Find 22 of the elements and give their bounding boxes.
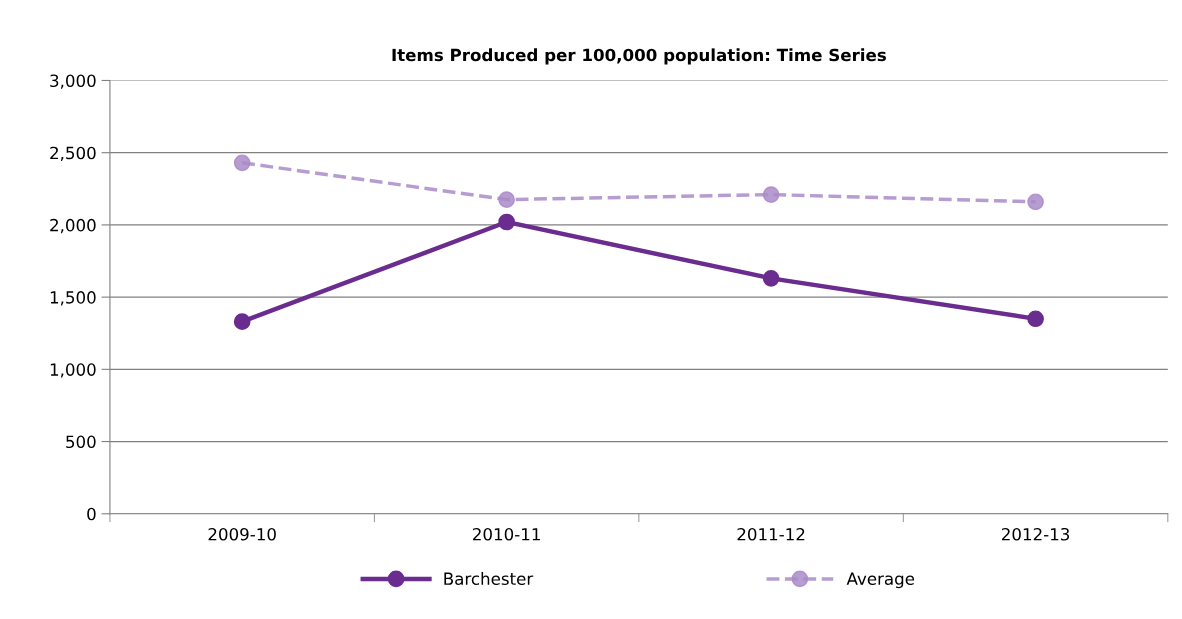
y-tick-label: 1,000 [50,363,96,378]
y-tick-label: 2,000 [50,218,96,234]
y-tick-label: 0 [87,507,96,521]
point [498,191,515,208]
x-tick-label: 2012-13 [1001,527,1070,541]
legend-label: Average [846,572,915,589]
y-tick-label: 500 [66,435,96,449]
y-tick-label: 3,000 [50,74,96,89]
point [762,270,780,287]
x-tick-label: 2010-11 [473,527,540,541]
y-tick-label: 1,500 [50,291,96,306]
point [1027,310,1044,328]
chart-title: Items Produced per 100,000 population: Time Series [392,48,886,65]
y-tick-label: 2,500 [50,146,96,161]
legend-label: Barchester [444,572,534,585]
point [498,213,515,231]
x-tick-label: 2011-12 [737,527,805,541]
point [1027,193,1044,211]
x-tick-label: 2009-10 [208,527,276,541]
point [762,186,780,203]
point [233,154,251,172]
point [233,313,251,331]
